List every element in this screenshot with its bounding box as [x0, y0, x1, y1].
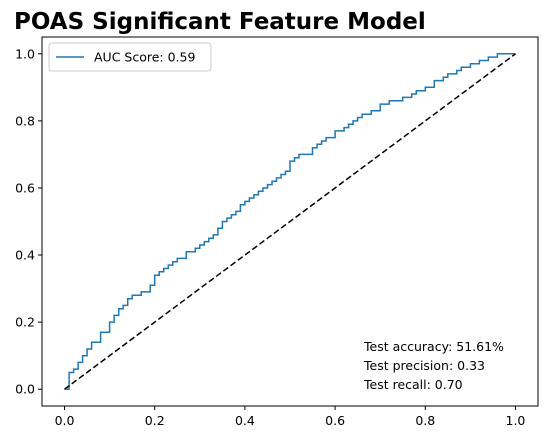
x-tick-label: 0.2 [145, 413, 165, 428]
legend-box [48, 42, 212, 72]
annotations-group: Test accuracy: 51.61% Test precision: 0.… [363, 339, 504, 392]
x-tick-label: 0.6 [325, 413, 345, 428]
chart-title: POAS Significant Feature Model [14, 9, 426, 35]
annotation-precision: Test precision: 0.33 [363, 358, 485, 373]
legend-label: AUC Score: 0.59 [94, 50, 195, 65]
y-tick-label: 0.8 [15, 113, 35, 128]
roc-curve-line [64, 53, 516, 390]
x-tick-label: 0.8 [415, 413, 435, 428]
axes-group: 0.0 0.2 0.4 0.6 0.8 1.0 0.0 0.2 0.4 0.6 0.8 1.0 [15, 36, 539, 428]
y-tick-label: 0.2 [15, 315, 35, 330]
y-tick-label: 0.6 [15, 180, 35, 195]
y-tick-label: 0.4 [15, 248, 35, 263]
x-tick-label: 0.0 [55, 413, 75, 428]
legend: AUC Score: 0.59 [48, 42, 212, 72]
series-group [64, 53, 516, 390]
annotation-accuracy: Test accuracy: 51.61% [363, 339, 504, 354]
x-tick-label: 0.4 [235, 413, 255, 428]
annotation-recall: Test recall: 0.70 [363, 377, 463, 392]
reference-diagonal-line [64, 53, 516, 390]
plot-frame [41, 36, 539, 407]
x-tick-label: 1.0 [506, 413, 526, 428]
y-tick-label: 1.0 [15, 46, 35, 61]
y-tick-label: 0.0 [15, 382, 35, 397]
